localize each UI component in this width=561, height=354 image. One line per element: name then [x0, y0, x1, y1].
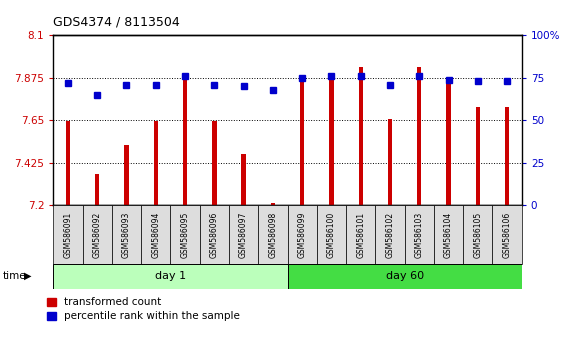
- Bar: [241, 154, 246, 205]
- Bar: [417, 67, 421, 205]
- Bar: [53, 205, 82, 264]
- Bar: [270, 204, 275, 205]
- Bar: [388, 119, 392, 205]
- Text: GSM586097: GSM586097: [239, 211, 248, 258]
- Text: GSM586093: GSM586093: [122, 211, 131, 258]
- Bar: [287, 264, 522, 289]
- Bar: [154, 121, 158, 205]
- Bar: [171, 205, 200, 264]
- Text: GSM586102: GSM586102: [385, 211, 394, 258]
- Bar: [463, 205, 493, 264]
- Text: GSM586094: GSM586094: [151, 211, 160, 258]
- Text: GSM586101: GSM586101: [356, 211, 365, 258]
- Bar: [112, 205, 141, 264]
- Text: ▶: ▶: [24, 271, 31, 281]
- Text: GSM586095: GSM586095: [181, 211, 190, 258]
- Text: GSM586096: GSM586096: [210, 211, 219, 258]
- Bar: [358, 68, 363, 205]
- Bar: [66, 121, 70, 205]
- Bar: [434, 205, 463, 264]
- Bar: [183, 78, 187, 205]
- Text: GSM586104: GSM586104: [444, 211, 453, 258]
- Bar: [200, 205, 229, 264]
- Text: GSM586092: GSM586092: [93, 211, 102, 258]
- Bar: [447, 78, 450, 205]
- Bar: [375, 205, 404, 264]
- Text: GSM586105: GSM586105: [473, 211, 482, 258]
- Bar: [95, 174, 99, 205]
- Bar: [493, 205, 522, 264]
- Bar: [229, 205, 258, 264]
- Bar: [212, 121, 217, 205]
- Text: GSM586098: GSM586098: [268, 211, 277, 258]
- Bar: [125, 145, 128, 205]
- Bar: [476, 107, 480, 205]
- Text: GSM586106: GSM586106: [503, 211, 512, 258]
- Bar: [329, 80, 334, 205]
- Bar: [505, 107, 509, 205]
- Text: time: time: [3, 271, 26, 281]
- Text: GSM586091: GSM586091: [63, 211, 72, 258]
- Text: GSM586103: GSM586103: [415, 211, 424, 258]
- Text: day 1: day 1: [155, 271, 186, 281]
- Text: GSM586099: GSM586099: [298, 211, 307, 258]
- Bar: [53, 264, 287, 289]
- Bar: [287, 205, 317, 264]
- Bar: [258, 205, 287, 264]
- Bar: [300, 78, 305, 205]
- Legend: transformed count, percentile rank within the sample: transformed count, percentile rank withi…: [47, 297, 240, 321]
- Text: GDS4374 / 8113504: GDS4374 / 8113504: [53, 15, 180, 28]
- Text: day 60: day 60: [385, 271, 424, 281]
- Text: GSM586100: GSM586100: [327, 211, 336, 258]
- Bar: [82, 205, 112, 264]
- Bar: [346, 205, 375, 264]
- Bar: [404, 205, 434, 264]
- Bar: [141, 205, 171, 264]
- Bar: [317, 205, 346, 264]
